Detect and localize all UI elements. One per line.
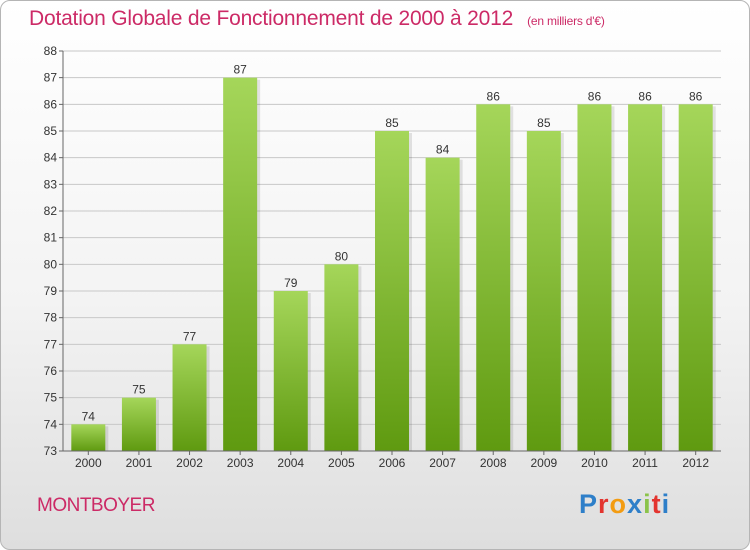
y-tick-label: 75 <box>44 391 58 405</box>
y-tick-label: 85 <box>44 124 58 138</box>
x-tick-label-2004: 2004 <box>277 456 304 470</box>
data-label-2006: 85 <box>385 116 399 130</box>
logo-letter: t <box>651 489 662 519</box>
data-label-2003: 87 <box>233 63 247 77</box>
logo-letter: i <box>661 489 671 519</box>
bar-2012 <box>678 104 713 451</box>
unit-note: (en milliers d'€) <box>527 14 605 28</box>
bar-2001 <box>121 397 156 451</box>
y-tick-label: 78 <box>44 311 58 325</box>
bar-2010 <box>577 104 612 451</box>
data-label-2008: 86 <box>487 89 501 103</box>
data-label-2005: 80 <box>335 249 349 263</box>
x-tick-label-2009: 2009 <box>530 456 557 470</box>
logo-letter: x <box>627 489 644 519</box>
y-tick-label: 76 <box>44 364 58 378</box>
chart-title: Dotation Globale de Fonctionnement de 20… <box>29 7 605 30</box>
bar-2000 <box>71 424 106 451</box>
y-tick-label: 73 <box>44 444 58 458</box>
y-tick-label: 79 <box>44 284 58 298</box>
data-label-2012: 86 <box>689 89 703 103</box>
y-tick-label: 87 <box>44 71 58 85</box>
bar-2002 <box>172 344 207 451</box>
x-tick-label-2001: 2001 <box>126 456 153 470</box>
data-label-2010: 86 <box>588 89 602 103</box>
logo-letter: i <box>643 489 652 519</box>
data-label-2004: 79 <box>284 276 298 290</box>
logo-letter: P <box>579 489 599 519</box>
y-tick-label: 83 <box>44 177 58 191</box>
bar-2008 <box>476 104 511 451</box>
bars <box>71 77 716 452</box>
logo-letter: r <box>598 489 610 519</box>
data-label-2007: 84 <box>436 143 450 157</box>
y-tick-label: 84 <box>44 151 58 165</box>
data-label-2011: 86 <box>638 89 652 103</box>
data-labels: 74 75 77 87 79 80 85 84 86 85 86 86 86 <box>82 63 703 424</box>
data-label-2000: 74 <box>82 409 96 423</box>
x-tick-label-2002: 2002 <box>176 456 203 470</box>
x-tick-label-2006: 2006 <box>379 456 406 470</box>
data-label-2009: 85 <box>537 116 551 130</box>
y-tick-label: 86 <box>44 97 58 111</box>
y-tick-label: 81 <box>44 231 58 245</box>
y-tick-label: 74 <box>44 417 58 431</box>
x-tick-label-2010: 2010 <box>581 456 608 470</box>
bar-2003 <box>223 77 258 452</box>
x-tick-label-2011: 2011 <box>632 456 658 470</box>
y-tick-label: 88 <box>44 44 58 58</box>
bar-2005 <box>324 264 359 451</box>
x-tick-label-2003: 2003 <box>227 456 254 470</box>
x-tick-label-2012: 2012 <box>682 456 709 470</box>
x-tick-label-2000: 2000 <box>75 456 102 470</box>
data-label-2001: 75 <box>132 383 146 397</box>
data-label-2002: 77 <box>183 329 197 343</box>
y-tick-label: 82 <box>44 204 58 218</box>
logo-letter: o <box>609 489 628 519</box>
bar-2007 <box>425 157 460 451</box>
bar-2006 <box>375 131 409 451</box>
x-tick-label-2007: 2007 <box>429 456 456 470</box>
y-tick-label: 77 <box>44 337 58 351</box>
bar-2011 <box>628 104 663 451</box>
bar-2009 <box>526 131 561 451</box>
x-tick-label-2005: 2005 <box>328 456 355 470</box>
y-tick-label: 80 <box>44 257 58 271</box>
x-tick-label-2008: 2008 <box>480 456 507 470</box>
bar-2004 <box>273 291 308 451</box>
axes: 73 74 75 76 77 78 79 80 81 82 83 84 85 86 87 88 2000 2001… <box>44 44 721 470</box>
commune-name: MONTBOYER <box>37 495 155 516</box>
proxiti-logo[interactable]: Proxiti <box>579 489 670 520</box>
